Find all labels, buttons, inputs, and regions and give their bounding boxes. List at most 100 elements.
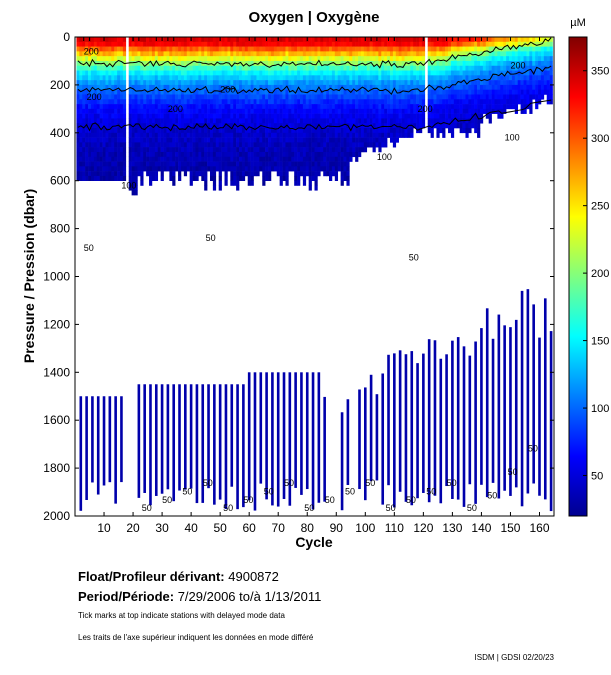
heatmap-cell (526, 104, 530, 110)
heatmap-cell (532, 89, 536, 95)
heatmap-cell (180, 151, 185, 158)
heatmap-cell (288, 132, 292, 138)
heatmap-cell (317, 94, 321, 100)
heatmap-cell (369, 89, 373, 95)
heatmap-cell (549, 70, 553, 76)
heatmap-cell (311, 175, 315, 181)
heatmap-cell (128, 132, 132, 138)
heatmap-cell (352, 147, 356, 153)
heatmap-cell (212, 80, 217, 86)
heatmap-cell (114, 132, 118, 138)
heatmap-cell (239, 123, 243, 129)
heatmap-cell (363, 56, 368, 62)
heatmap-cell (186, 65, 190, 71)
heatmap-cell (462, 89, 466, 95)
heatmap-cell (526, 80, 530, 86)
heatmap-cell (439, 60, 443, 67)
heatmap-cell (247, 128, 251, 134)
heatmap-cell (244, 118, 249, 124)
heatmap-cell (479, 113, 484, 119)
heatmap-cell (215, 161, 219, 167)
heatmap-cell (244, 46, 249, 52)
heatmap-cell (427, 60, 431, 67)
heatmap-cell (276, 94, 280, 100)
heatmap-cell (172, 147, 176, 153)
heatmap-cell (500, 51, 504, 57)
heatmap-cell (375, 118, 379, 124)
heatmap-cell (88, 75, 92, 81)
heatmap-cell (259, 84, 263, 90)
heatmap-cell (236, 161, 240, 167)
heatmap-cell (543, 84, 548, 90)
heatmap-cell (128, 75, 132, 81)
heatmap-cell (218, 175, 222, 181)
heatmap-cell (201, 94, 205, 100)
heatmap-cell (337, 99, 341, 105)
heatmap-cell (314, 185, 318, 191)
deep-profile-bar (79, 396, 83, 511)
heatmap-cell (419, 41, 423, 47)
period-end: 1/13/2011 (264, 589, 322, 604)
heatmap-cell (529, 80, 533, 86)
heatmap-cell (236, 156, 240, 162)
heatmap-cell (105, 142, 109, 148)
heatmap-cell (381, 51, 385, 57)
heatmap-cell (413, 108, 417, 114)
heatmap-cell (117, 147, 121, 153)
heatmap-cell (474, 99, 478, 105)
heatmap-cell (477, 37, 481, 43)
heatmap-cell (410, 60, 414, 67)
heatmap-cell (363, 41, 368, 47)
heatmap-cell (366, 99, 370, 105)
heatmap-cell (549, 89, 553, 95)
heatmap-cell (82, 89, 86, 95)
heatmap-cell (79, 41, 83, 47)
heatmap-cell (503, 56, 507, 62)
colorbar-tick-label: 350 (591, 66, 609, 78)
heatmap-cell (120, 75, 124, 81)
heatmap-cell (276, 99, 280, 105)
heatmap-cell (259, 147, 263, 153)
heatmap-cell (320, 161, 324, 167)
heatmap-cell (180, 56, 185, 62)
heatmap-cell (265, 84, 269, 90)
heatmap-cell (378, 80, 382, 86)
heatmap-cell (253, 142, 257, 148)
heatmap-cell (523, 84, 527, 90)
heatmap-cell (102, 84, 106, 90)
heatmap-cell (85, 99, 89, 105)
heatmap-cell (372, 75, 376, 81)
heatmap-cell (529, 70, 533, 76)
heatmap-cell (526, 46, 530, 52)
heatmap-cell (212, 75, 217, 81)
heatmap-cell (117, 171, 121, 177)
heatmap-cell (90, 41, 95, 47)
heatmap-cell (352, 151, 356, 158)
heatmap-cell (236, 123, 240, 129)
heatmap-cell (363, 132, 368, 138)
heatmap-cell (482, 70, 487, 76)
heatmap-cell (465, 99, 469, 105)
heatmap-cell (308, 46, 312, 52)
heatmap-cell (212, 108, 217, 114)
heatmap-cell (308, 180, 312, 186)
heatmap-cell (209, 137, 214, 143)
heatmap-cell (169, 56, 173, 62)
heatmap-cell (79, 37, 83, 43)
heatmap-cell (401, 37, 405, 43)
heatmap-cell (494, 41, 498, 47)
heatmap-cell (157, 75, 161, 81)
heatmap-cell (352, 132, 356, 138)
heatmap-cell (128, 89, 132, 95)
heatmap-cell (108, 151, 112, 158)
heatmap-cell (192, 142, 196, 148)
heatmap-cell (282, 89, 286, 95)
heatmap-cell (198, 166, 202, 172)
heatmap-cell (140, 46, 144, 52)
x-axis: 10 20 30 40 50 60 70 80 90 100 110 120 130 140 150 160 (97, 37, 550, 535)
heatmap-cell (247, 51, 251, 57)
heatmap-cell (209, 161, 214, 167)
heatmap-cell (363, 84, 368, 90)
heatmap-cell (404, 51, 408, 57)
heatmap-cell (233, 75, 237, 81)
